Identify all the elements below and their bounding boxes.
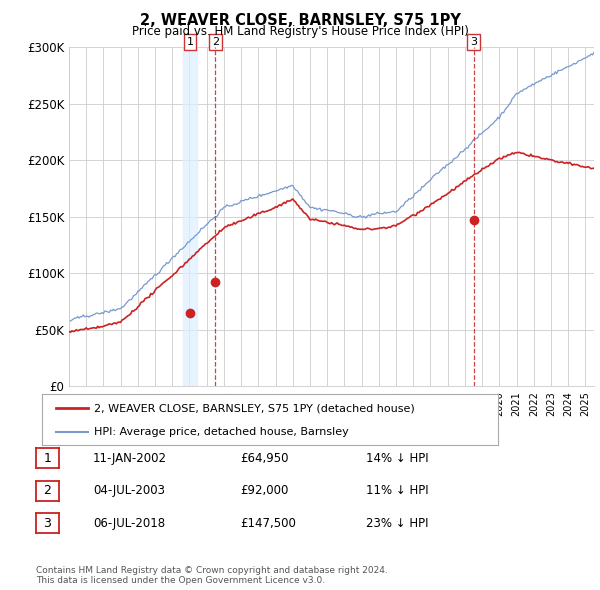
Text: 1: 1 — [43, 452, 52, 465]
Text: 2, WEAVER CLOSE, BARNSLEY, S75 1PY: 2, WEAVER CLOSE, BARNSLEY, S75 1PY — [140, 13, 460, 28]
Text: 23% ↓ HPI: 23% ↓ HPI — [366, 517, 428, 530]
Text: £147,500: £147,500 — [240, 517, 296, 530]
Text: Contains HM Land Registry data © Crown copyright and database right 2024.
This d: Contains HM Land Registry data © Crown c… — [36, 566, 388, 585]
Text: 3: 3 — [470, 37, 477, 47]
Text: Price paid vs. HM Land Registry's House Price Index (HPI): Price paid vs. HM Land Registry's House … — [131, 25, 469, 38]
Text: 11-JAN-2002: 11-JAN-2002 — [93, 452, 167, 465]
Text: 06-JUL-2018: 06-JUL-2018 — [93, 517, 165, 530]
Text: 14% ↓ HPI: 14% ↓ HPI — [366, 452, 428, 465]
Text: 04-JUL-2003: 04-JUL-2003 — [93, 484, 165, 497]
Text: 2: 2 — [212, 37, 219, 47]
Text: 3: 3 — [43, 517, 52, 530]
Text: 2: 2 — [43, 484, 52, 497]
Text: 1: 1 — [187, 37, 194, 47]
Text: £92,000: £92,000 — [240, 484, 289, 497]
Text: 2, WEAVER CLOSE, BARNSLEY, S75 1PY (detached house): 2, WEAVER CLOSE, BARNSLEY, S75 1PY (deta… — [94, 403, 415, 413]
Text: £64,950: £64,950 — [240, 452, 289, 465]
Bar — [183, 47, 197, 386]
Text: HPI: Average price, detached house, Barnsley: HPI: Average price, detached house, Barn… — [94, 428, 349, 437]
Text: 11% ↓ HPI: 11% ↓ HPI — [366, 484, 428, 497]
